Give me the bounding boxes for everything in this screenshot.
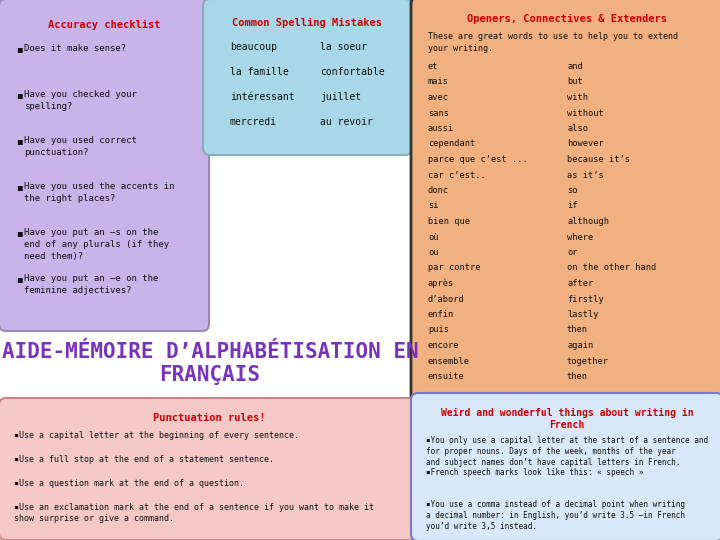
Text: la famille: la famille (230, 67, 289, 77)
Text: Does it make sense?: Does it make sense? (24, 44, 126, 53)
Text: Common Spelling Mistakes: Common Spelling Mistakes (233, 18, 382, 28)
Text: after: after (567, 279, 593, 288)
Text: d’abord: d’abord (428, 294, 464, 303)
Text: on the other hand: on the other hand (567, 264, 656, 273)
Text: juillet: juillet (320, 92, 361, 102)
Text: Have you used correct
punctuation?: Have you used correct punctuation? (24, 136, 137, 157)
Text: aussi: aussi (428, 124, 454, 133)
Text: where: where (567, 233, 593, 241)
Text: donc: donc (428, 186, 449, 195)
Text: ▪: ▪ (16, 182, 22, 192)
Text: with: with (567, 93, 588, 102)
Text: ▪Use a capital letter at the beginning of every sentence.: ▪Use a capital letter at the beginning o… (14, 431, 299, 440)
FancyBboxPatch shape (411, 0, 720, 403)
Text: si: si (428, 201, 438, 211)
Text: Weird and wonderful things about writing in
French: Weird and wonderful things about writing… (441, 408, 693, 430)
Text: parce que c’est ...: parce que c’est ... (428, 155, 528, 164)
Text: without: without (567, 109, 604, 118)
Text: Have you used the accents in
the right places?: Have you used the accents in the right p… (24, 182, 174, 203)
Text: then: then (567, 326, 588, 334)
FancyBboxPatch shape (203, 0, 412, 155)
Text: ▪: ▪ (16, 90, 22, 100)
Text: confortable: confortable (320, 67, 384, 77)
Text: AIDE-MÉMOIRE D’ALPHABÉTISATION EN: AIDE-MÉMOIRE D’ALPHABÉTISATION EN (1, 342, 418, 362)
Text: bien que: bien que (428, 217, 470, 226)
Text: also: also (567, 124, 588, 133)
Text: ▪: ▪ (16, 44, 22, 54)
Text: car c’est..: car c’est.. (428, 171, 486, 179)
Text: Have you put an –e on the
feminine adjectives?: Have you put an –e on the feminine adjec… (24, 274, 158, 295)
Text: ▪French speech marks look like this: « speech »: ▪French speech marks look like this: « s… (426, 468, 644, 477)
Text: mercredi: mercredi (230, 117, 277, 127)
Text: if: if (567, 201, 577, 211)
Text: lastly: lastly (567, 310, 598, 319)
Text: ▪Use a question mark at the end of a question.: ▪Use a question mark at the end of a que… (14, 479, 244, 488)
Text: ▪: ▪ (16, 228, 22, 238)
Text: mais: mais (428, 78, 449, 86)
Text: however: however (567, 139, 604, 148)
Text: par contre: par contre (428, 264, 480, 273)
Text: où: où (428, 233, 438, 241)
Text: ▪Use a full stop at the end of a statement sentence.: ▪Use a full stop at the end of a stateme… (14, 455, 274, 464)
FancyBboxPatch shape (0, 398, 419, 540)
FancyBboxPatch shape (411, 393, 720, 540)
Text: après: après (428, 279, 454, 288)
Text: intéressant: intéressant (230, 92, 294, 102)
Text: Accuracy checklist: Accuracy checklist (48, 20, 161, 30)
Text: Openers, Connectives & Extenders: Openers, Connectives & Extenders (467, 14, 667, 24)
Text: then: then (567, 372, 588, 381)
Text: ▪You use a comma instead of a decimal point when writing
a decimal number: in En: ▪You use a comma instead of a decimal po… (426, 500, 685, 531)
Text: au revoir: au revoir (320, 117, 373, 127)
Text: together: together (567, 356, 609, 366)
Text: but: but (567, 78, 582, 86)
Text: sans: sans (428, 109, 449, 118)
Text: enfin: enfin (428, 310, 454, 319)
Text: ou: ou (428, 248, 438, 257)
Text: Have you put an –s on the
end of any plurals (if they
need them)?: Have you put an –s on the end of any plu… (24, 228, 169, 261)
Text: and: and (567, 62, 582, 71)
Text: These are great words to use to help you to extend
your writing.: These are great words to use to help you… (428, 32, 678, 53)
Text: ensemble: ensemble (428, 356, 470, 366)
Text: ▪: ▪ (16, 136, 22, 146)
Text: so: so (567, 186, 577, 195)
FancyBboxPatch shape (0, 0, 209, 331)
Text: Punctuation rules!: Punctuation rules! (153, 413, 265, 423)
Text: ▪: ▪ (16, 274, 22, 284)
Text: la soeur: la soeur (320, 42, 367, 52)
Text: encore: encore (428, 341, 459, 350)
Text: ▪You only use a capital letter at the start of a sentence and
for proper nouns. : ▪You only use a capital letter at the st… (426, 436, 708, 467)
Text: because it’s: because it’s (567, 155, 630, 164)
Text: cependant: cependant (428, 139, 475, 148)
Text: again: again (567, 341, 593, 350)
Text: avec: avec (428, 93, 449, 102)
Text: Have you checked your
spelling?: Have you checked your spelling? (24, 90, 137, 111)
Text: et: et (428, 62, 438, 71)
Text: firstly: firstly (567, 294, 604, 303)
Text: as it’s: as it’s (567, 171, 604, 179)
Text: although: although (567, 217, 609, 226)
Text: FRANÇAIS: FRANÇAIS (160, 365, 261, 385)
Text: or: or (567, 248, 577, 257)
Text: beaucoup: beaucoup (230, 42, 277, 52)
Text: puis: puis (428, 326, 449, 334)
Text: ensuite: ensuite (428, 372, 464, 381)
Text: ▪Use an exclamation mark at the end of a sentence if you want to make it
show su: ▪Use an exclamation mark at the end of a… (14, 503, 374, 523)
